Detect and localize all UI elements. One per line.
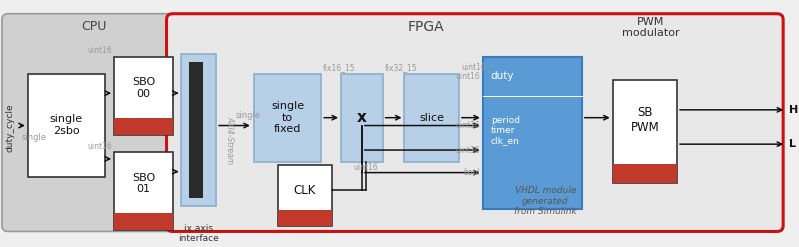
Text: VHDL module
generated
from Simulink: VHDL module generated from Simulink (514, 186, 577, 216)
Text: uint16: uint16 (455, 121, 480, 130)
Text: fix16_15: fix16_15 (323, 63, 356, 72)
Bar (277, 165, 332, 226)
Text: single: single (235, 111, 260, 120)
Text: ix axis
interface: ix axis interface (178, 224, 219, 243)
Bar (613, 164, 677, 183)
Text: uint16: uint16 (461, 63, 486, 72)
Text: single
to
fixed: single to fixed (271, 101, 304, 134)
Text: fix32_15: fix32_15 (384, 63, 417, 72)
Text: duty_cycle: duty_cycle (6, 103, 14, 152)
Text: CLK: CLK (294, 184, 316, 197)
Text: single: single (22, 133, 47, 142)
Text: uint16: uint16 (455, 145, 480, 155)
Text: FPGA: FPGA (408, 20, 444, 34)
Text: AXI4-Stream: AXI4-Stream (225, 116, 234, 164)
Bar (114, 57, 173, 135)
Bar (114, 152, 173, 230)
Bar (483, 57, 582, 209)
Bar (28, 74, 105, 177)
Text: slice: slice (419, 113, 444, 123)
Text: CPU: CPU (81, 20, 107, 33)
Bar (613, 81, 677, 183)
Bar (114, 118, 173, 135)
Bar (114, 213, 173, 230)
Text: period
timer
clk_en: period timer clk_en (491, 116, 519, 145)
Text: H: H (789, 105, 798, 115)
Bar (277, 210, 332, 226)
Bar (181, 54, 216, 206)
Text: uint16: uint16 (353, 163, 378, 172)
Text: duty: duty (491, 71, 515, 82)
Text: SBO
00: SBO 00 (132, 78, 155, 99)
Bar (189, 62, 203, 198)
Text: x: x (357, 110, 367, 125)
FancyBboxPatch shape (2, 14, 178, 231)
Text: uint16: uint16 (87, 46, 112, 56)
Text: single
2sbo: single 2sbo (50, 114, 83, 136)
Bar (254, 74, 321, 162)
FancyBboxPatch shape (166, 14, 783, 231)
Bar (404, 74, 459, 162)
Text: SBO
01: SBO 01 (132, 173, 155, 194)
Text: bool: bool (463, 168, 480, 177)
Text: uint16: uint16 (455, 72, 480, 81)
Text: L: L (789, 139, 796, 149)
Bar (341, 74, 383, 162)
Text: PWM
modulator: PWM modulator (622, 17, 679, 38)
Text: SB
PWM: SB PWM (630, 106, 659, 134)
Text: uint16: uint16 (87, 142, 112, 151)
